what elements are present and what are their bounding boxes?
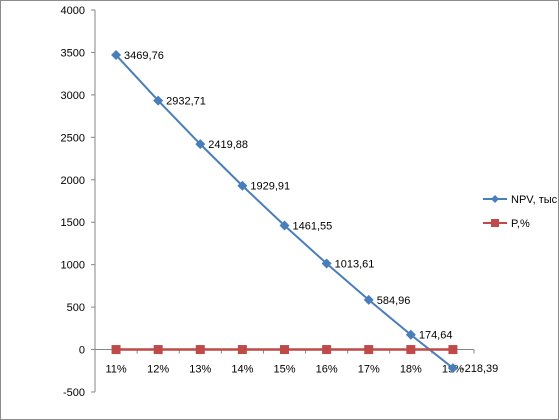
x-tick-label: 13%: [189, 364, 211, 376]
y-tick-label: 1500: [61, 217, 85, 229]
x-tick-label: 11%: [105, 364, 126, 376]
y-tick-label: 3500: [61, 47, 85, 59]
data-point-diamond: [279, 220, 290, 231]
legend-marker-diamond: [491, 195, 499, 203]
y-tick-label: -500: [63, 387, 85, 399]
data-point-diamond: [447, 363, 458, 374]
data-point-square: [237, 345, 247, 355]
data-point-diamond: [153, 95, 164, 106]
y-tick-label: 2500: [61, 132, 85, 144]
data-point-diamond: [405, 329, 416, 340]
data-label: 2419,88: [208, 139, 248, 151]
data-label: -218,39: [461, 363, 498, 375]
y-tick-label: 2000: [61, 175, 85, 187]
chart-legend: NPV, тыс. $ P,%: [483, 194, 558, 230]
data-point-square: [280, 345, 289, 355]
data-label: 3469,76: [124, 50, 164, 62]
data-point-square: [111, 345, 121, 355]
data-label: 584,96: [377, 295, 411, 307]
data-label: 1461,55: [293, 220, 333, 232]
y-tick-label: 500: [67, 302, 85, 314]
x-tick-label: 17%: [358, 364, 380, 376]
data-point-square: [153, 345, 163, 355]
data-label: 2932,71: [166, 96, 206, 108]
x-tick-label: 14%: [231, 364, 253, 376]
data-point-square: [195, 345, 205, 355]
legend-label: NPV, тыс. $: [511, 194, 558, 206]
y-tick-label: 0: [79, 345, 85, 357]
data-point-diamond: [195, 139, 206, 150]
legend-label: P,%: [511, 218, 530, 230]
data-point-square: [322, 345, 332, 355]
chart-axes: -500 0 500 1000 1500 2000 2500 3000 3500 4000 11% 1…: [61, 5, 475, 399]
chart-series: [111, 50, 458, 374]
data-point-square: [406, 345, 416, 355]
x-tick-label: 15%: [273, 364, 295, 376]
legend-marker-square: [491, 219, 499, 227]
x-tick-label: 18%: [400, 364, 422, 376]
chart-data-labels: 3469,76 2932,71 2419,88 1929,91 1461,55 1013,…: [124, 50, 498, 375]
data-point-square: [364, 345, 374, 355]
data-point-diamond: [111, 50, 122, 61]
y-tick-label: 4000: [61, 5, 85, 17]
data-point-diamond: [363, 294, 374, 305]
data-label: 1929,91: [250, 181, 290, 193]
data-point-diamond: [321, 258, 332, 269]
data-point-square: [448, 345, 458, 355]
data-label: 174,64: [419, 330, 453, 342]
x-tick-label: 16%: [316, 364, 338, 376]
data-label: 1013,61: [335, 259, 375, 271]
data-point-diamond: [237, 180, 248, 191]
y-tick-label: 1000: [61, 260, 85, 272]
y-tick-label: 3000: [61, 90, 85, 102]
x-tick-label: 12%: [147, 364, 169, 376]
